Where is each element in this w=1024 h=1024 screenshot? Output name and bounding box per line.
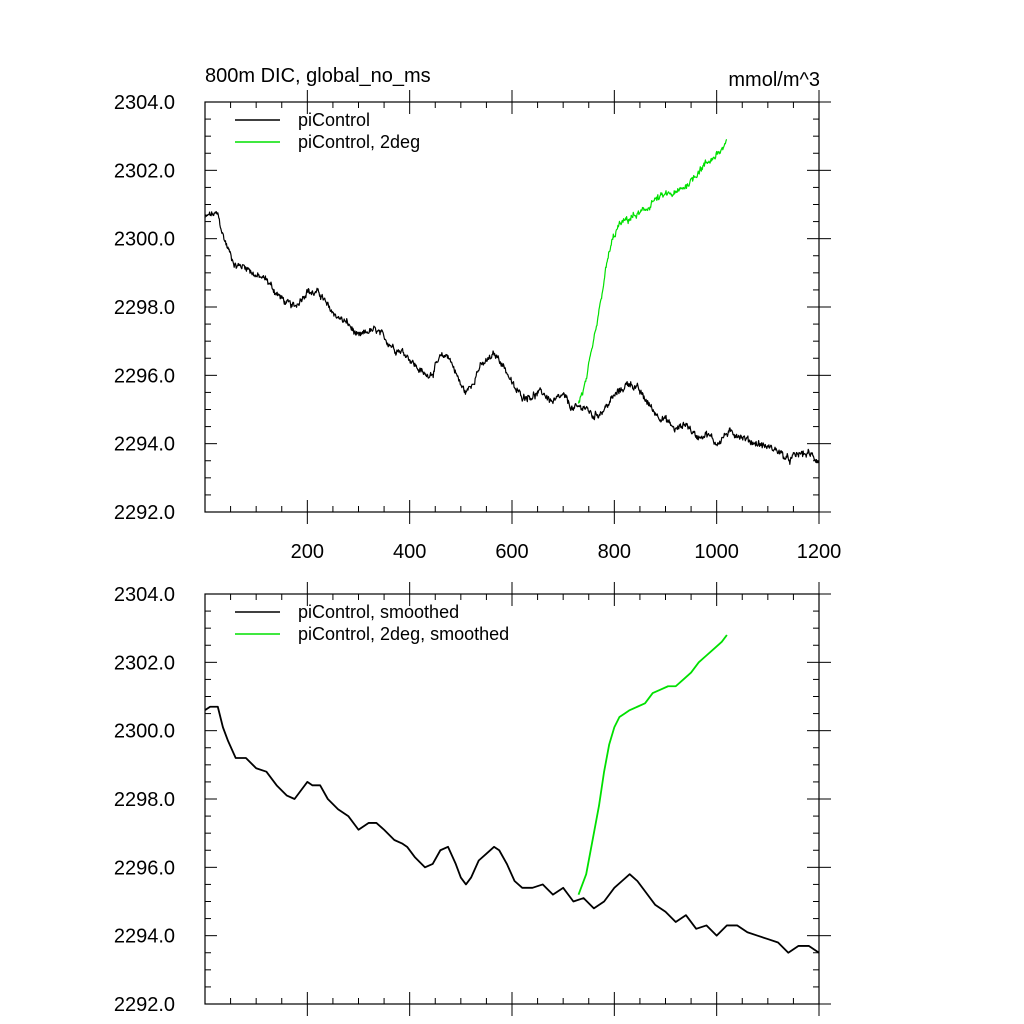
legend-label: piControl, 2deg, smoothed <box>298 624 509 644</box>
y-tick-label: 2292.0 <box>114 502 175 524</box>
series-line <box>204 705 820 954</box>
series-line <box>204 211 820 465</box>
y-tick-label: 2302.0 <box>114 160 175 182</box>
x-tick-label: 1000 <box>694 541 739 563</box>
y-tick-label: 2298.0 <box>114 789 175 811</box>
y-axis-tick-labels: 2292.0 2294.0 2296.0 2298.0 2300.0 2302.0 2304… <box>114 584 175 1016</box>
y-tick-label: 2300.0 <box>114 721 175 743</box>
x-tick-label: 200 <box>291 541 324 563</box>
units-label: mmol/m^3 <box>728 69 820 91</box>
y-tick-label: 2296.0 <box>114 857 175 879</box>
y-tick-label: 2294.0 <box>114 926 175 948</box>
series-lines <box>204 139 820 465</box>
y-tick-label: 2296.0 <box>114 365 175 387</box>
series-lines <box>204 634 820 954</box>
series-line <box>577 139 727 404</box>
x-tick-label: 1200 <box>797 541 842 563</box>
y-tick-label: 2304.0 <box>114 584 175 606</box>
x-tick-label: 600 <box>495 541 528 563</box>
legend-label: piControl, 2deg <box>298 132 420 152</box>
series-line <box>577 634 728 895</box>
y-tick-label: 2300.0 <box>114 229 175 251</box>
y-tick-label: 2302.0 <box>114 652 175 674</box>
axis-ticks <box>205 90 831 524</box>
x-axis-tick-labels: 200 400 600 800 1000 1200 <box>291 541 842 563</box>
y-axis-tick-labels: 2292.0 2294.0 2296.0 2298.0 2300.0 2302.0 2304… <box>114 92 175 524</box>
y-tick-label: 2304.0 <box>114 92 175 114</box>
x-tick-label: 400 <box>393 541 426 563</box>
chart-title: 800m DIC, global_no_ms <box>205 65 431 87</box>
bottom-panel: 2292.0 2294.0 2296.0 2298.0 2300.0 2302.0 2304… <box>114 582 831 1016</box>
y-tick-label: 2292.0 <box>114 994 175 1016</box>
y-tick-label: 2298.0 <box>114 297 175 319</box>
plot-frame <box>204 593 820 1005</box>
legend-label: piControl <box>298 110 370 130</box>
top-panel: 800m DIC, global_no_ms mmol/m^3 2292.022… <box>114 65 841 563</box>
y-tick-label: 2294.0 <box>114 434 175 456</box>
x-tick-label: 800 <box>598 541 631 563</box>
legend-label: piControl, smoothed <box>298 602 459 622</box>
axis-ticks <box>205 582 831 1016</box>
